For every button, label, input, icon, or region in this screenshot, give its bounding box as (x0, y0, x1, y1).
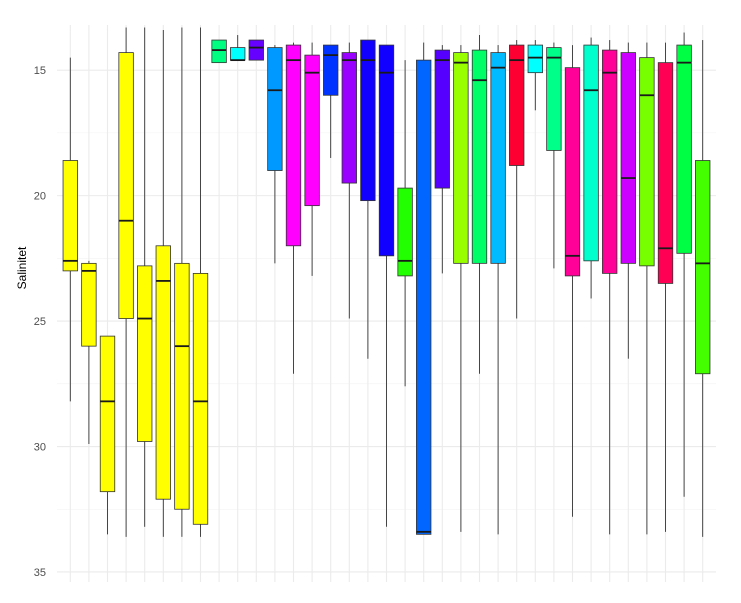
box-body (137, 265, 153, 442)
box-11 (248, 39, 264, 61)
box-34 (676, 32, 692, 497)
box-19 (397, 60, 413, 387)
box-26 (527, 40, 543, 111)
box-17 (360, 39, 376, 359)
box-body (248, 39, 264, 61)
box-14 (304, 42, 320, 276)
box-body (397, 187, 413, 277)
box-23 (471, 35, 488, 374)
box-20 (416, 42, 432, 535)
box-body (583, 44, 599, 262)
box-body (378, 44, 395, 257)
box-body (192, 272, 209, 525)
box-22 (453, 45, 469, 532)
box-body (434, 49, 450, 189)
box-body (211, 39, 227, 64)
box-body (118, 52, 134, 319)
box-15 (323, 44, 339, 158)
box-25 (509, 40, 525, 319)
box-35 (695, 40, 711, 537)
y-tick-labels: 15 20 25 30 35 (34, 65, 46, 579)
box-body (695, 160, 711, 375)
box-body (509, 44, 525, 166)
y-tick-label-20: 20 (34, 191, 46, 203)
box-3 (99, 335, 116, 535)
box-body (341, 52, 357, 184)
box-24 (490, 45, 506, 535)
box-10 (230, 35, 246, 62)
box-body (99, 335, 116, 493)
box-31 (620, 42, 636, 359)
box-18 (378, 44, 395, 527)
box-2 (81, 260, 97, 445)
box-body (155, 245, 171, 500)
box-body (230, 47, 246, 61)
box-body (546, 47, 562, 151)
box-4 (118, 27, 134, 537)
box-body (304, 54, 320, 207)
y-tick-label-30: 30 (34, 442, 46, 454)
box-body (62, 160, 78, 272)
box-9 (211, 39, 227, 64)
box-32 (639, 42, 655, 535)
box-body (602, 49, 618, 274)
box-body (416, 59, 432, 535)
box-body (81, 262, 97, 347)
box-5 (137, 27, 153, 527)
box-body (360, 39, 376, 202)
y-tick-label-15: 15 (34, 65, 46, 77)
box-28 (564, 45, 581, 517)
box-body (564, 67, 581, 277)
box-body (620, 52, 636, 264)
y-tick-label-35: 35 (34, 567, 46, 579)
box-8 (192, 27, 209, 537)
box-body (657, 62, 674, 284)
box-body (676, 44, 692, 254)
box-body (471, 49, 488, 264)
box-body (453, 52, 469, 264)
box-12 (267, 45, 283, 264)
box-16 (341, 42, 357, 319)
box-27 (546, 42, 562, 269)
box-13 (285, 42, 302, 374)
box-6 (155, 30, 171, 537)
y-tick-label-25: 25 (34, 316, 46, 328)
boxes (62, 27, 711, 537)
box-body (639, 57, 655, 267)
box-body (174, 262, 190, 510)
box-body (323, 44, 339, 96)
y-axis-label: Salinitet (15, 246, 29, 289)
box-body (285, 44, 302, 247)
box-21 (434, 45, 450, 274)
box-body (527, 44, 543, 74)
box-1 (62, 57, 78, 402)
box-body (267, 47, 283, 171)
box-30 (602, 40, 618, 535)
box-7 (174, 27, 190, 537)
box-29 (583, 37, 599, 299)
box-33 (657, 42, 674, 532)
box-body (490, 52, 506, 264)
